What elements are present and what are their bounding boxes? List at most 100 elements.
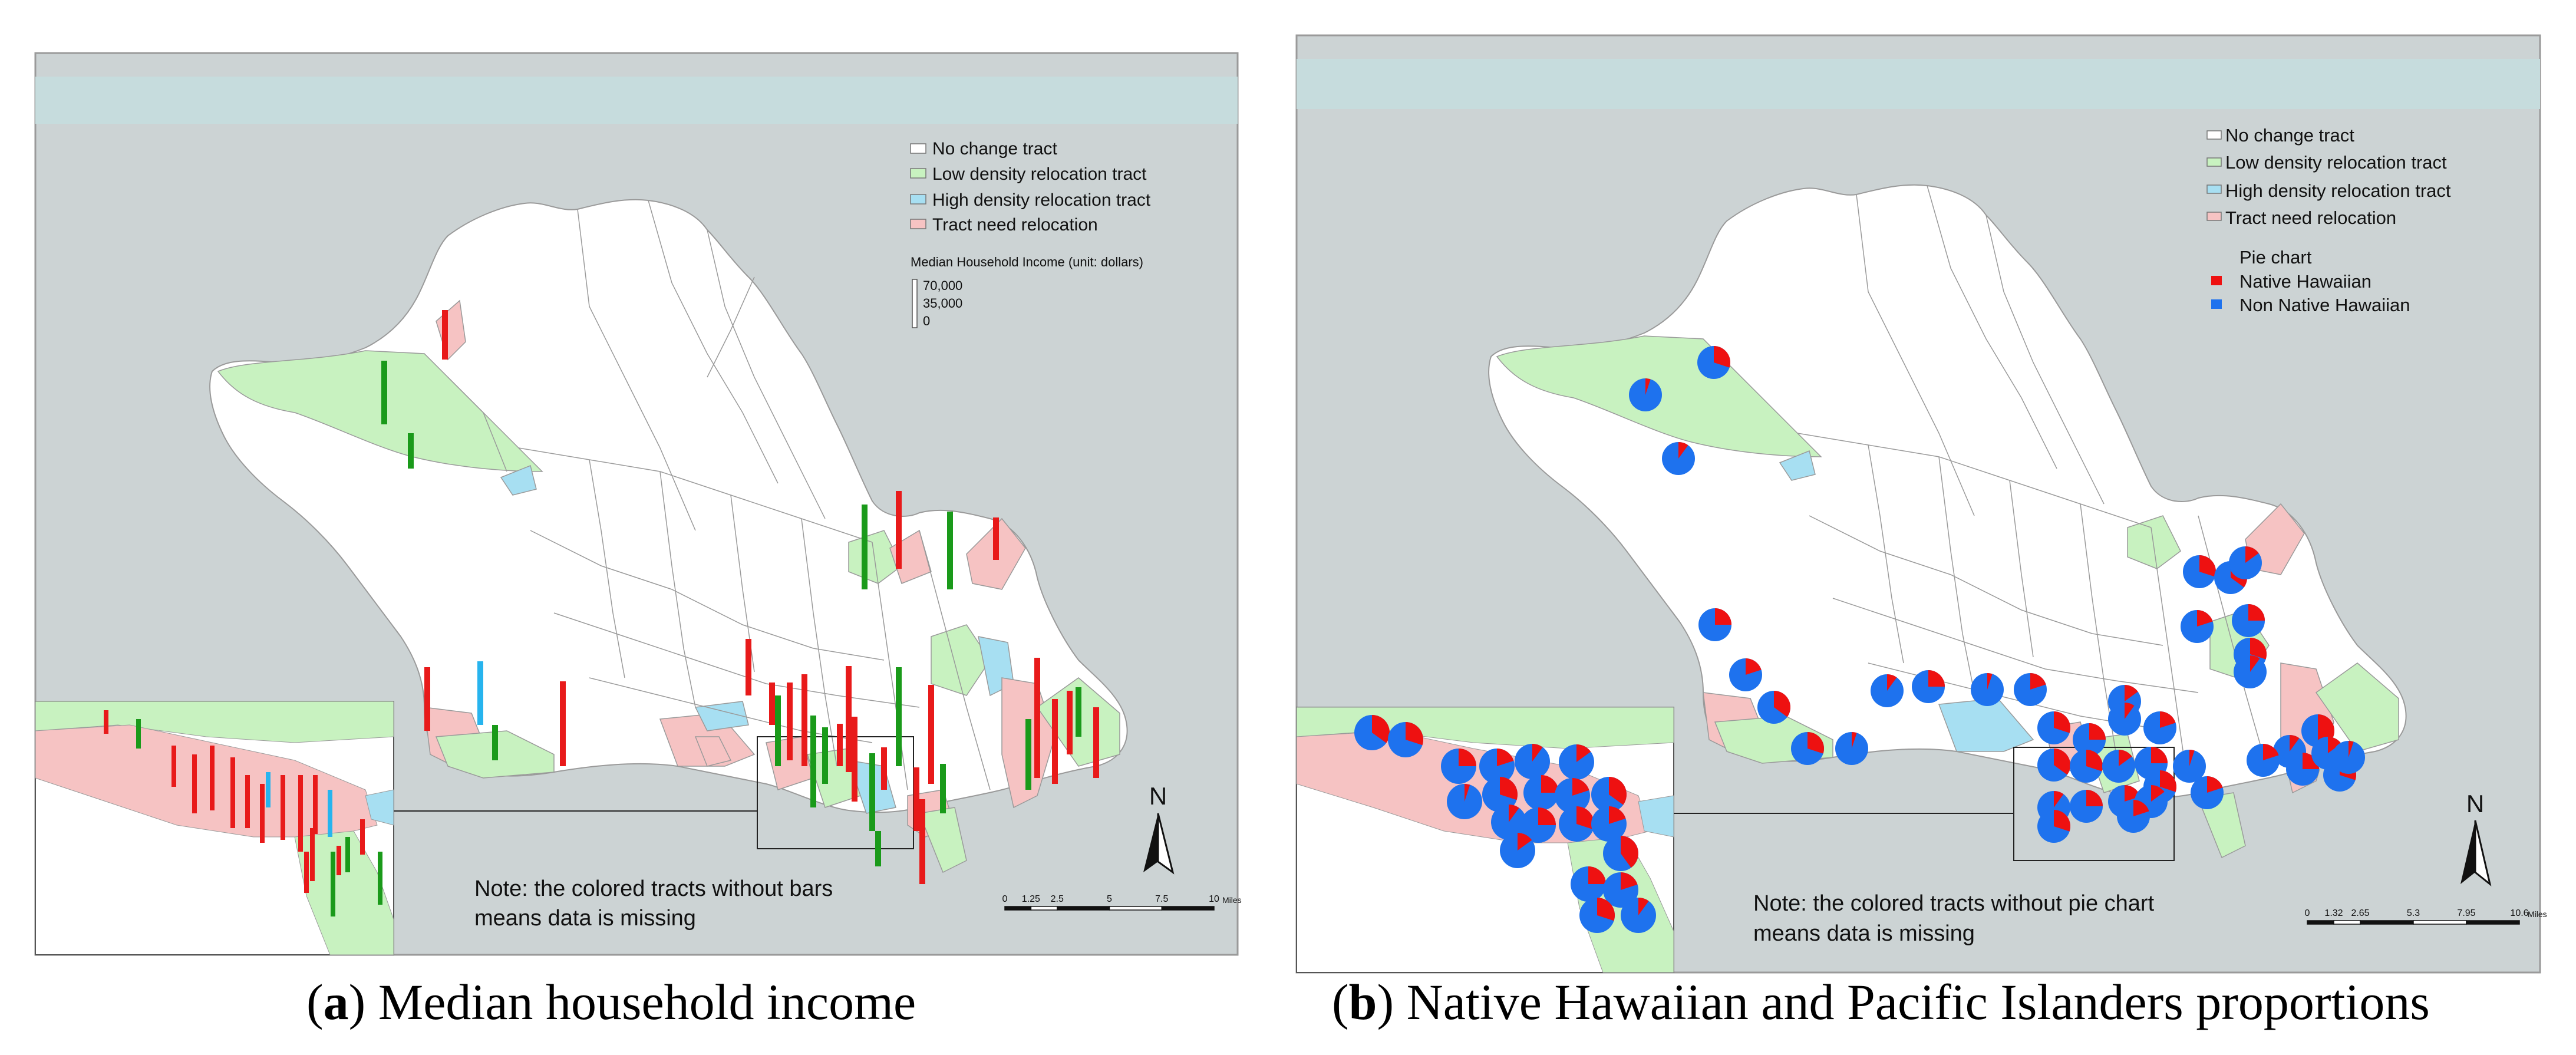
pie-chart bbox=[2191, 776, 2224, 809]
income-bar bbox=[802, 674, 807, 766]
legend-a-swatch-high bbox=[910, 194, 926, 205]
scale-a-unit: Miles bbox=[1222, 895, 1242, 905]
income-bar bbox=[947, 512, 953, 589]
pie-chart-native bbox=[2250, 638, 2267, 660]
scale-b-segment bbox=[2360, 920, 2414, 925]
pie-chart-native bbox=[1808, 732, 1824, 754]
pie-chart bbox=[2286, 753, 2319, 786]
income-bar bbox=[919, 799, 925, 884]
pie-chart bbox=[2183, 555, 2216, 588]
pie-chart-native bbox=[2133, 800, 2149, 816]
income-bar bbox=[1067, 691, 1073, 754]
inset-pie-chart-native bbox=[1532, 744, 1543, 761]
scale-a-segment bbox=[1030, 906, 1058, 911]
income-bar bbox=[896, 667, 902, 766]
inset-pie-chart-native bbox=[1609, 777, 1627, 805]
inset-income-bar bbox=[136, 719, 141, 749]
inset-pie-chart bbox=[1559, 744, 1594, 780]
inset-income-bar bbox=[378, 852, 382, 905]
scale-b-tick: 7.95 bbox=[2457, 908, 2475, 918]
north-arrow-a: N bbox=[1143, 782, 1175, 875]
pie-chart-native bbox=[2328, 737, 2341, 753]
pie-chart-native bbox=[1645, 378, 1651, 395]
legend-b-high-density: High density relocation tract bbox=[2225, 180, 2451, 201]
inset-pie-chart-native bbox=[1459, 749, 1476, 766]
inset-pie-chart bbox=[1447, 784, 1482, 819]
inset-pie-chart bbox=[1591, 777, 1627, 812]
pie-chart-native bbox=[2054, 749, 2070, 775]
scale-b-tick: 1.32 bbox=[2324, 908, 2343, 918]
inset-income-bar bbox=[245, 775, 250, 828]
pie-chart bbox=[2117, 800, 2150, 833]
inset-pie-chart bbox=[1500, 833, 1535, 868]
map-a-income-bars bbox=[381, 310, 1099, 884]
pie-chart bbox=[2037, 711, 2070, 744]
income-bar bbox=[1025, 719, 1031, 790]
pie-chart-native bbox=[2250, 655, 2260, 672]
pie-chart bbox=[2247, 744, 2280, 777]
pie-chart bbox=[1871, 674, 1904, 707]
legend-b-no-change: No change tract bbox=[2225, 125, 2354, 146]
inset-pie-chart bbox=[1520, 807, 1556, 843]
pie-chart bbox=[2014, 673, 2047, 706]
income-bar bbox=[1076, 687, 1081, 737]
income-bar bbox=[928, 685, 934, 784]
inset-income-bar bbox=[360, 819, 365, 855]
inset-pie-chart bbox=[1482, 777, 1518, 812]
pie-chart-native bbox=[2245, 546, 2259, 563]
income-bar bbox=[810, 716, 816, 807]
legend-a-need-relocation: Tract need relocation bbox=[932, 215, 1098, 235]
pie-chart bbox=[2073, 723, 2106, 756]
inset-pie-chart-native bbox=[1372, 714, 1390, 743]
inset-pie-chart-native bbox=[1621, 872, 1638, 890]
pie-chart-native bbox=[2125, 685, 2138, 701]
map-a-svg: No change tract Low density relocation t… bbox=[34, 52, 1242, 956]
pie-chart bbox=[2229, 546, 2262, 579]
pie-chart-native bbox=[2199, 555, 2216, 577]
pie-chart-native bbox=[2197, 610, 2213, 627]
legend-b: No change tract Low density relocation t… bbox=[2206, 125, 2451, 315]
inset-pie-chart-native bbox=[1609, 806, 1626, 824]
pie-chart-native bbox=[2189, 750, 2195, 766]
caption-a-letter: a bbox=[323, 974, 349, 1030]
income-bar bbox=[852, 717, 857, 802]
inset-income-bar bbox=[230, 757, 235, 828]
inset-pie-chart-native bbox=[1597, 898, 1615, 921]
inset-pie-chart-native bbox=[1576, 744, 1591, 762]
inset-income-bar bbox=[304, 852, 309, 893]
income-bar bbox=[875, 831, 881, 866]
inset-income-bar bbox=[281, 775, 285, 840]
pie-chart bbox=[1698, 608, 1731, 641]
scale-a-tick: 0 bbox=[1002, 894, 1008, 904]
inset-pie-chart bbox=[1523, 775, 1559, 810]
income-bar bbox=[896, 491, 902, 569]
scale-a-segment bbox=[1109, 906, 1162, 911]
inset-pie-chart bbox=[1571, 866, 1606, 902]
pie-chart-native bbox=[2290, 735, 2300, 751]
caption-b-letter: b bbox=[1348, 974, 1377, 1030]
pie-chart bbox=[1835, 732, 1868, 765]
pie-chart-native bbox=[2054, 711, 2070, 733]
pie-chart bbox=[2037, 810, 2070, 843]
north-arrow-b: N bbox=[2460, 790, 2492, 886]
income-bar bbox=[424, 667, 430, 731]
panel-b-native-hawaiian: No change tract Low density relocation t… bbox=[1261, 0, 2576, 1055]
inset-income-bar bbox=[328, 790, 332, 837]
inset-income-bar bbox=[345, 837, 350, 872]
inset-b-tract-high bbox=[1638, 795, 1674, 838]
pie-chart bbox=[2332, 741, 2365, 774]
legend-b-native: Native Hawaiian bbox=[2239, 271, 2371, 292]
pie-chart bbox=[2232, 604, 2265, 637]
legend-a-high-density: High density relocation tract bbox=[932, 190, 1151, 210]
pie-chart-native bbox=[1678, 442, 1688, 459]
caption-a: (a) Median household income bbox=[306, 974, 916, 1030]
pie-chart bbox=[2070, 750, 2103, 783]
caption-a-text: Median household income bbox=[378, 974, 916, 1030]
map-a-shore-band bbox=[35, 77, 1238, 124]
inset-income-bar bbox=[260, 784, 265, 843]
legend-b-swatch-high bbox=[2206, 184, 2222, 194]
legend-a-swatch-need bbox=[910, 219, 926, 229]
legend-a-income-70000: 70,000 bbox=[923, 278, 962, 293]
scale-b-tick: 5.3 bbox=[2407, 908, 2420, 918]
map-a-inset bbox=[35, 701, 394, 955]
